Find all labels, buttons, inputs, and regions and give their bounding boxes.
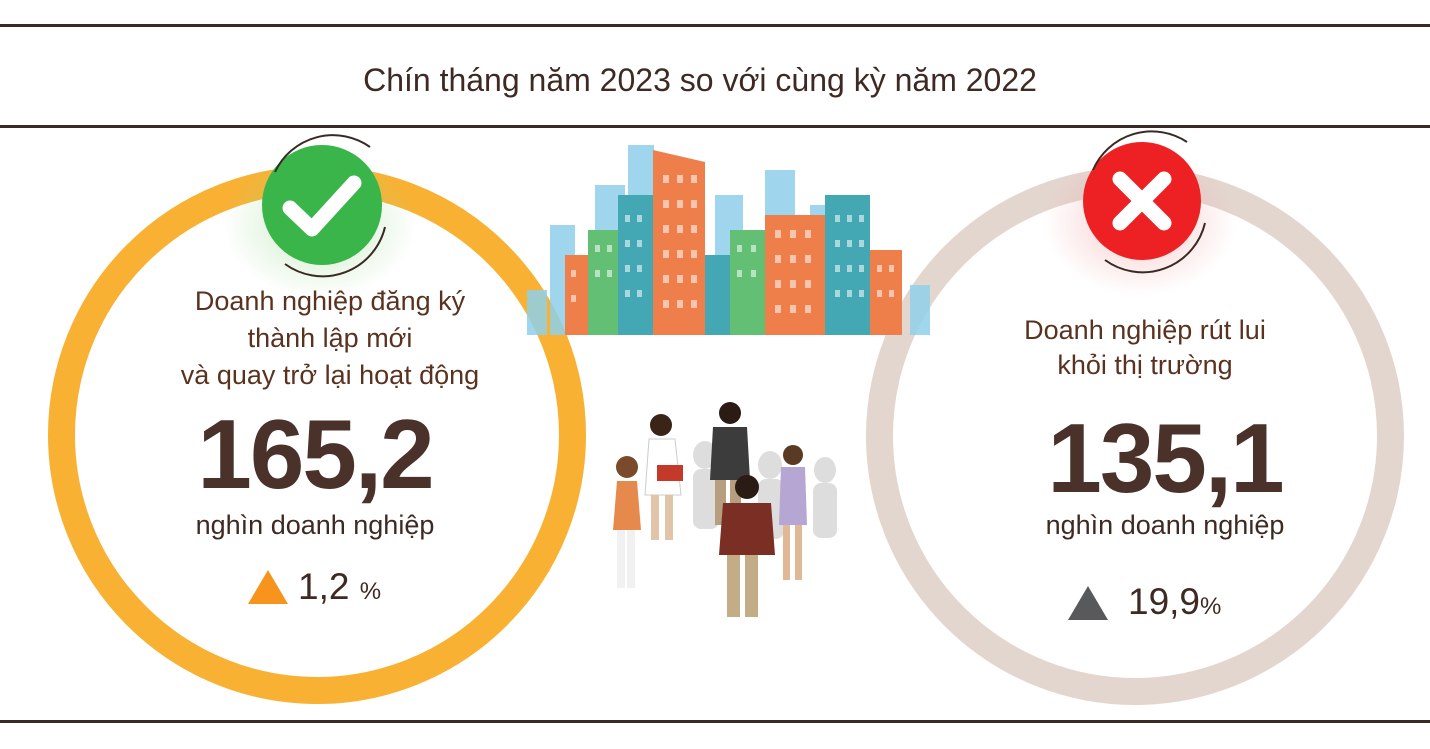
left-change: 1,2 % bbox=[298, 566, 381, 608]
bottom-rule bbox=[0, 720, 1430, 723]
left-badge-swoosh bbox=[274, 134, 386, 278]
left-change-unit: % bbox=[359, 578, 382, 605]
right-change-value: 19,9 bbox=[1128, 581, 1201, 622]
left-change-value: 1,2 bbox=[298, 566, 350, 607]
checkmark-icon bbox=[282, 175, 362, 237]
left-badge bbox=[262, 145, 382, 265]
left-label-line-1: Doanh nghiệp đăng ký bbox=[194, 286, 466, 316]
right-change: 19,9% bbox=[1128, 581, 1221, 623]
left-label-line-3: và quay trở lại hoạt động bbox=[180, 360, 480, 390]
top-rule bbox=[0, 24, 1430, 27]
title-rule bbox=[0, 125, 1430, 128]
cross-icon bbox=[1112, 171, 1172, 231]
right-label-line-1: Doanh nghiệp rút lui bbox=[1024, 315, 1266, 345]
page-title: Chín tháng năm 2023 so với cùng kỳ năm 2… bbox=[363, 62, 1037, 98]
right-change-unit: % bbox=[1200, 593, 1222, 620]
right-value: 135,1 bbox=[1047, 403, 1284, 513]
right-up-triangle-icon bbox=[1068, 586, 1108, 620]
right-unit: nghìn doanh nghiệp bbox=[1045, 510, 1285, 540]
left-value: 165,2 bbox=[197, 399, 434, 509]
right-badge bbox=[1083, 142, 1201, 260]
right-badge-swoosh bbox=[1092, 130, 1206, 274]
right-label-line-2: khỏi thị trường bbox=[1057, 350, 1233, 380]
left-unit: nghìn doanh nghiệp bbox=[195, 510, 435, 540]
left-up-triangle-icon bbox=[248, 570, 288, 604]
city-skyline-icon bbox=[527, 145, 930, 335]
business-people-group-icon bbox=[613, 402, 837, 617]
left-label-line-2: thành lập mới bbox=[247, 323, 413, 353]
